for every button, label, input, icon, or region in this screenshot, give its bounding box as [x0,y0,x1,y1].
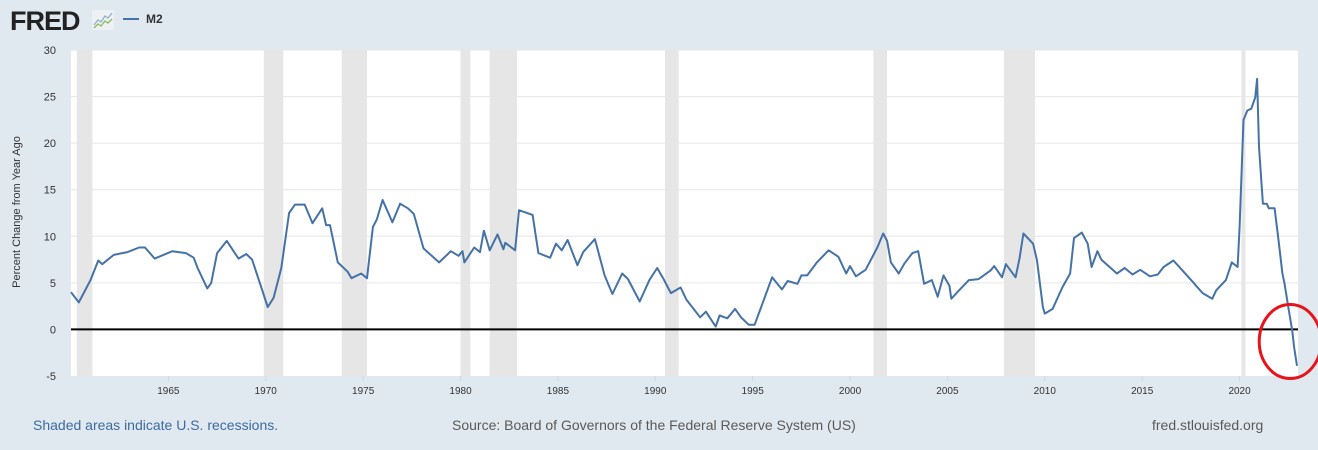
legend-swatch-m2 [123,18,139,20]
x-tick-label: 2020 [1228,386,1251,397]
series-line-m2 [70,77,1298,366]
y-tick-label: -5 [46,371,56,383]
legend-label-m2: M2 [146,12,163,26]
y-tick-label: 30 [44,45,56,57]
fred-chart-icon [92,10,114,30]
recession-band [489,50,518,376]
x-tick-label: 1980 [449,386,472,397]
plot-area [71,50,1298,376]
x-tick-label: 2000 [839,386,862,397]
recession-note-link[interactable]: Shaded areas indicate U.S. recessions. [33,417,279,433]
recession-band [1241,50,1246,376]
x-tick-label: 2005 [936,386,959,397]
recession-band [460,50,471,376]
recession-band [76,50,93,376]
source-text: Source: Board of Governors of the Federa… [452,417,856,433]
annotation-circle [1257,303,1318,381]
legend[interactable]: M2 [123,12,163,26]
recession-band [665,50,679,376]
y-tick-label: 20 [44,138,56,150]
site-link[interactable]: fred.stlouisfed.org [1152,417,1264,433]
fred-logo[interactable]: FRED [10,6,80,36]
y-tick-label: 5 [50,278,56,290]
recession-band [1003,50,1036,376]
x-tick-label: 1990 [644,386,667,397]
x-tick-label: 1965 [157,386,180,397]
x-tick-label: 1995 [742,386,765,397]
recession-band [873,50,888,376]
x-tick-label: 1985 [547,386,570,397]
x-tick-label: 1970 [255,386,278,397]
x-tick-label: 2010 [1034,386,1057,397]
y-axis-label: Percent Change from Year Ago [11,136,23,288]
x-tick-label: 1975 [352,386,375,397]
x-tick-label: 2015 [1131,386,1154,397]
recession-band [341,50,368,376]
y-tick-label: 10 [44,231,56,243]
y-tick-label: 15 [44,185,56,197]
y-tick-label: 25 [44,92,56,104]
y-tick-label: 0 [50,324,56,336]
recession-band [263,50,284,376]
